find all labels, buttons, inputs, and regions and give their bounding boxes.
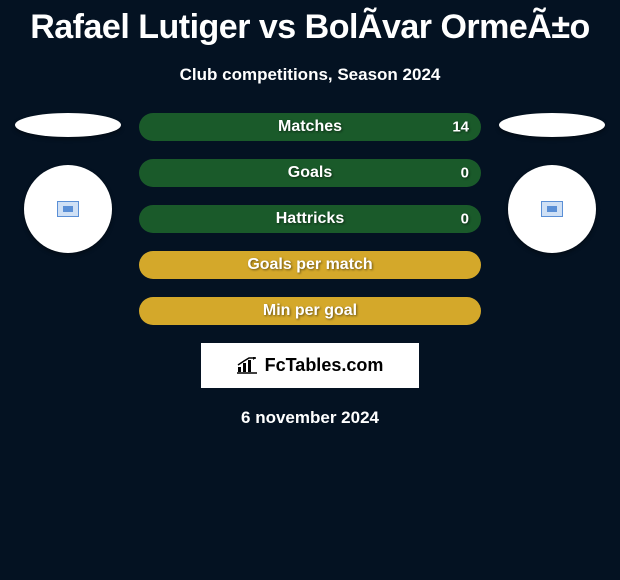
stat-row: Min per goal xyxy=(139,297,481,325)
page-title: Rafael Lutiger vs BolÃvar OrmeÃ±o xyxy=(0,0,620,47)
stat-label: Goals xyxy=(288,164,332,182)
player-right-side xyxy=(499,113,605,253)
stat-label: Matches xyxy=(278,118,342,136)
stat-label: Goals per match xyxy=(247,256,372,274)
stat-value-right: 14 xyxy=(452,119,469,136)
stats-container: Matches 14 Goals 0 Hattricks 0 Goals per match… xyxy=(139,113,481,325)
club-badge-right xyxy=(541,201,563,217)
club-logo-right xyxy=(508,165,596,253)
club-badge-left xyxy=(57,201,79,217)
stat-value-right: 0 xyxy=(461,211,469,228)
fctables-label: FcTables.com xyxy=(265,355,384,376)
date-label: 6 november 2024 xyxy=(0,408,620,428)
stat-label: Min per goal xyxy=(263,302,357,320)
flag-left xyxy=(15,113,121,137)
stat-row: Goals 0 xyxy=(139,159,481,187)
subtitle: Club competitions, Season 2024 xyxy=(0,65,620,85)
chart-icon xyxy=(237,357,259,375)
comparison-content: Matches 14 Goals 0 Hattricks 0 Goals per match… xyxy=(0,113,620,325)
stat-row: Hattricks 0 xyxy=(139,205,481,233)
club-logo-left xyxy=(24,165,112,253)
player-left-side xyxy=(15,113,121,253)
flag-right xyxy=(499,113,605,137)
stat-value-right: 0 xyxy=(461,165,469,182)
stat-row: Matches 14 xyxy=(139,113,481,141)
stat-row: Goals per match xyxy=(139,251,481,279)
fctables-badge: FcTables.com xyxy=(201,343,419,388)
stat-label: Hattricks xyxy=(276,210,344,228)
